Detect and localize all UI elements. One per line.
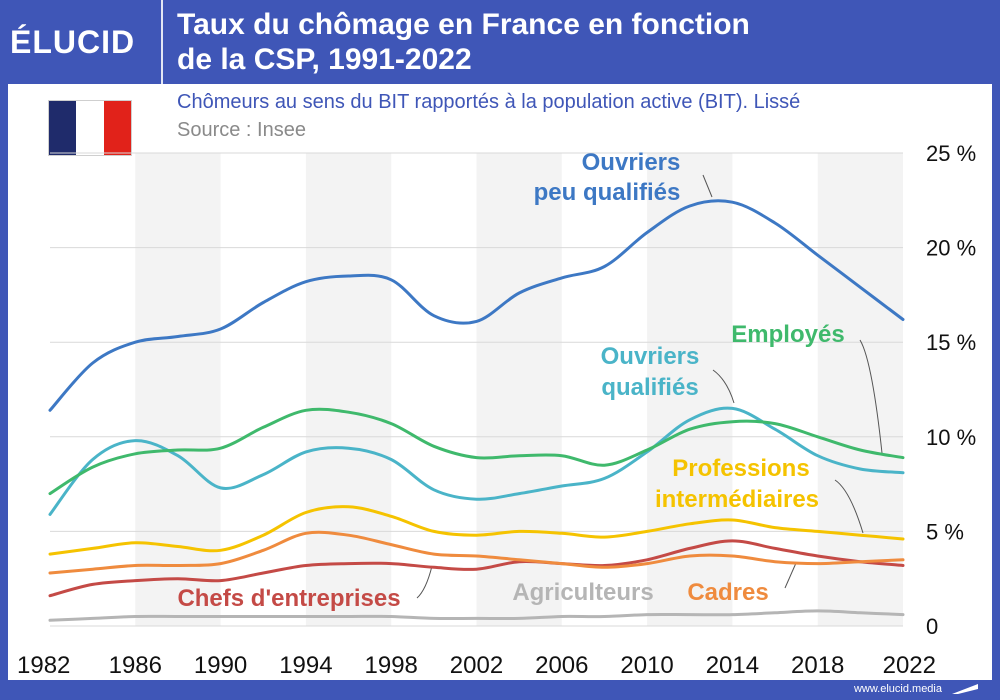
leader-line-ouvriers-qualifi-s bbox=[712, 369, 735, 404]
flag-stripe-white bbox=[76, 101, 104, 155]
background-band bbox=[817, 153, 903, 626]
x-axis-labels: 1982 1986 1990 1994 1998 2002 2006 2010 2014 2018… bbox=[17, 652, 936, 679]
series-label-ouvriers-qualifi-s: Ouvriers bbox=[601, 343, 700, 370]
leader-line-employ-s bbox=[859, 339, 883, 454]
series-line-chefs-d-entreprises bbox=[48, 539, 905, 598]
elucid-logo[interactable]: ÉLUCID bbox=[10, 24, 136, 60]
footer-url[interactable]: www.elucid.media bbox=[853, 683, 942, 695]
x-tick-label: 2014 bbox=[706, 652, 759, 679]
series-label-professions-interm-diaires: Professions bbox=[672, 455, 809, 482]
french-flag-icon bbox=[48, 100, 132, 156]
x-tick-label: 1994 bbox=[279, 652, 332, 679]
series-label-ouvriers-peu-qualifi-s: Ouvriers bbox=[582, 149, 681, 176]
chart-subtitle: Chômeurs au sens du BIT rapportés à la p… bbox=[177, 91, 801, 113]
label-leader-lines bbox=[416, 174, 883, 599]
x-tick-label: 1986 bbox=[109, 652, 162, 679]
series-line-agriculteurs bbox=[48, 609, 905, 622]
x-tick-label: 2018 bbox=[791, 652, 844, 679]
series-line-ouvriers-peu-qualifi-s bbox=[48, 199, 905, 412]
background-band bbox=[476, 153, 562, 626]
series-label-professions-interm-diaires: intermédiaires bbox=[655, 486, 819, 513]
x-tick-label: 1990 bbox=[194, 652, 247, 679]
header-divider bbox=[161, 0, 163, 84]
series-lines bbox=[48, 199, 905, 622]
x-tick-label: 2002 bbox=[450, 652, 503, 679]
gridlines bbox=[50, 152, 903, 627]
y-tick-label: 25 % bbox=[926, 141, 976, 166]
leader-line-chefs-d-entreprises bbox=[416, 565, 433, 599]
chart-title-line-1: Taux du chômage en France en fonction bbox=[177, 8, 750, 41]
x-tick-label: 1982 bbox=[17, 652, 70, 679]
y-tick-label: 20 % bbox=[926, 236, 976, 261]
series-label-chefs-d-entreprises: Chefs d'entreprises bbox=[177, 585, 400, 612]
series-line-cadres bbox=[48, 530, 905, 575]
series-label-ouvriers-qualifi-s: qualifiés bbox=[601, 374, 698, 401]
background-bands bbox=[135, 153, 903, 626]
y-tick-label: 15 % bbox=[926, 330, 976, 355]
leader-line-professions-interm-diaires bbox=[834, 479, 864, 534]
series-label-ouvriers-peu-qualifi-s: peu qualifiés bbox=[534, 179, 681, 206]
background-band bbox=[135, 153, 221, 626]
flag-stripe-blue bbox=[49, 101, 77, 155]
leader-line-cadres bbox=[784, 562, 797, 589]
series-label-cadres: Cadres bbox=[687, 579, 768, 606]
series-label-agriculteurs: Agriculteurs bbox=[512, 579, 653, 606]
series-label-employ-s: Employés bbox=[731, 321, 844, 348]
x-tick-label: 1998 bbox=[365, 652, 418, 679]
chart-title-line-2: de la CSP, 1991-2022 bbox=[177, 43, 472, 76]
y-tick-label: 5 % bbox=[926, 519, 964, 544]
y-axis-labels: 0 5 % 10 % 15 % 20 % 25 % bbox=[926, 141, 976, 639]
chart-source: Source : Insee bbox=[177, 119, 306, 141]
leader-line-ouvriers-peu-qualifi-s bbox=[702, 174, 713, 198]
elucid-mark-icon bbox=[952, 684, 978, 694]
header-bar: ÉLUCID Taux du chômage en France en fonc… bbox=[0, 0, 1000, 84]
background-band bbox=[305, 153, 392, 626]
series-line-employ-s bbox=[48, 407, 905, 496]
y-tick-label: 10 % bbox=[926, 425, 976, 450]
series-labels: Ouvriers peu qualifiés Employés Ouvriers qua… bbox=[177, 149, 844, 612]
x-tick-label: 2022 bbox=[883, 652, 936, 679]
x-tick-label: 2010 bbox=[620, 652, 673, 679]
series-line-professions-interm-diaires bbox=[48, 505, 905, 556]
flag-stripe-red bbox=[103, 101, 131, 155]
y-tick-label: 0 bbox=[926, 614, 938, 639]
x-tick-label: 2006 bbox=[535, 652, 588, 679]
